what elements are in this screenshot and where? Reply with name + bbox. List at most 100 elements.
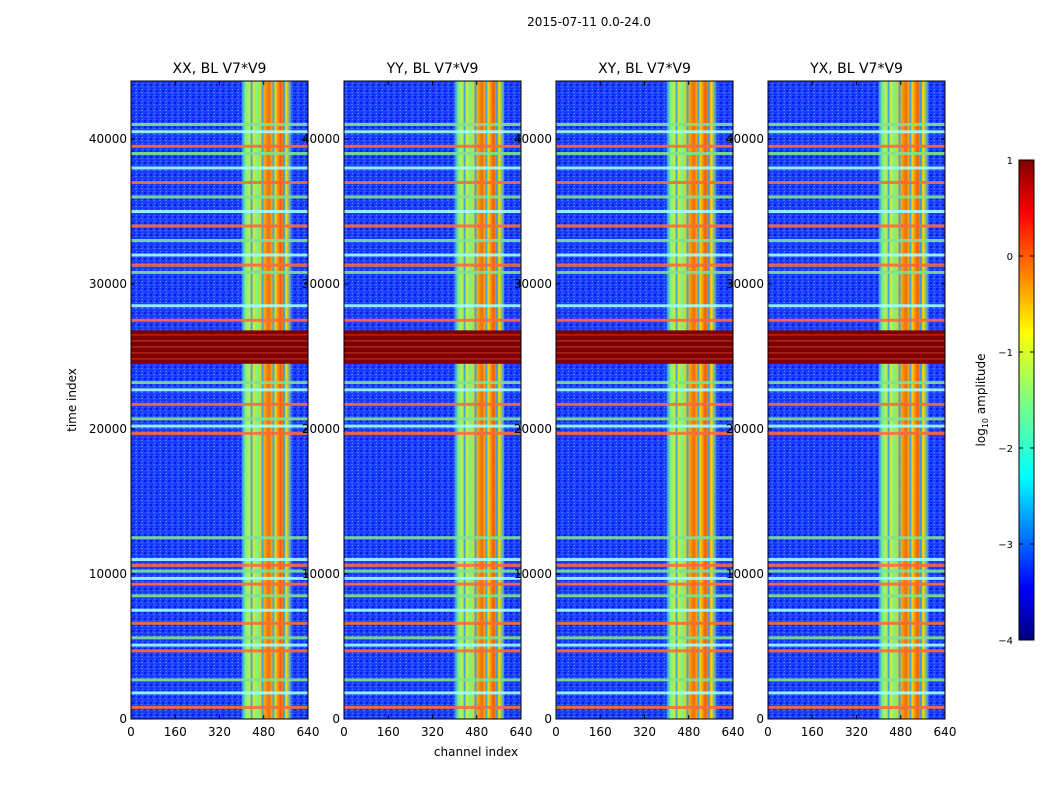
- saturated-line: [768, 334, 945, 336]
- flag-row: [556, 144, 733, 148]
- flag-row: [768, 621, 945, 625]
- flag-row: [556, 536, 733, 540]
- saturated-line: [344, 352, 521, 354]
- colorbar-tick-label: 0: [1007, 252, 1013, 263]
- flag-row: [768, 636, 945, 640]
- flag-row: [768, 563, 945, 567]
- figure-suptitle: 2015-07-11 0.0-24.0: [527, 15, 651, 29]
- panel-title: XY, BL V7*V9: [598, 61, 691, 77]
- band-stripe: [887, 81, 890, 719]
- band-stripe: [919, 81, 922, 719]
- flag-row: [344, 705, 521, 709]
- flag-row: [556, 678, 733, 682]
- panels-group: XX, BL V7*V9 0 160 320 480 640 0 10000 20000 3000…: [89, 61, 957, 739]
- flag-row: [768, 402, 945, 406]
- flag-row: [768, 431, 945, 435]
- flag-row: [556, 381, 733, 385]
- band-stripe: [495, 81, 498, 719]
- flag-row: [556, 569, 733, 573]
- band-stripe: [272, 81, 275, 719]
- saturated-line: [131, 358, 308, 360]
- y-tick-label: 10000: [514, 567, 552, 581]
- saturated-line: [131, 346, 308, 348]
- flag-row: [131, 536, 308, 540]
- flag-row: [344, 270, 521, 274]
- y-tick-label: 20000: [302, 422, 340, 436]
- flag-row: [768, 152, 945, 155]
- flag-row: [344, 318, 521, 322]
- x-tick-label: 0: [127, 725, 135, 739]
- band-stripe: [261, 81, 264, 719]
- saturated-line: [131, 334, 308, 336]
- flag-row: [131, 304, 308, 308]
- band-stripe: [250, 81, 253, 719]
- y-tick-label: 40000: [302, 132, 340, 146]
- flag-row: [768, 263, 945, 267]
- x-tick-label: 160: [377, 725, 400, 739]
- colorbar: 10−1−2−3−4 log10 amplitude: [974, 156, 1035, 647]
- flag-row: [768, 594, 945, 598]
- flag-row: [131, 643, 308, 647]
- flag-row: [344, 181, 521, 184]
- flag-row: [768, 270, 945, 274]
- flag-row: [556, 166, 733, 170]
- flag-row: [131, 608, 308, 612]
- colorbar-tick-label: −4: [998, 636, 1013, 647]
- y-tick-label: 0: [119, 712, 127, 726]
- x-tick-label: 320: [421, 725, 444, 739]
- flag-row: [556, 318, 733, 322]
- colorbar-tick-label: −1: [998, 348, 1013, 359]
- panel-title: XX, BL V7*V9: [173, 61, 267, 77]
- band-stripe: [282, 81, 285, 719]
- panel-title: YX, BL V7*V9: [809, 61, 903, 77]
- flag-row: [556, 253, 733, 257]
- flag-row: [768, 608, 945, 612]
- x-tick-label: 640: [934, 725, 957, 739]
- panel-yy: YY, BL V7*V9 0 160 320 480 640 0 10000 20000 3000…: [302, 61, 533, 739]
- flag-row: [768, 643, 945, 647]
- saturated-line: [556, 358, 733, 360]
- x-axis-label: channel index: [434, 745, 518, 759]
- flag-row: [344, 144, 521, 148]
- flag-row: [556, 608, 733, 612]
- flag-row: [556, 195, 733, 199]
- flag-row: [556, 402, 733, 406]
- flag-row: [768, 558, 945, 561]
- flag-row: [344, 253, 521, 257]
- flag-row: [344, 621, 521, 625]
- flag-row: [131, 569, 308, 573]
- colorbar-tick-label: −3: [998, 540, 1013, 551]
- flag-row: [344, 239, 521, 242]
- flag-row: [131, 621, 308, 625]
- y-tick-label: 40000: [514, 132, 552, 146]
- x-tick-label: 640: [297, 725, 320, 739]
- flag-row: [131, 636, 308, 640]
- flag-row: [131, 678, 308, 682]
- flag-row: [768, 130, 945, 134]
- flag-row: [131, 576, 308, 580]
- flag-row: [768, 649, 945, 653]
- saturated-line: [768, 358, 945, 360]
- flag-row: [768, 253, 945, 257]
- y-tick-label: 30000: [514, 277, 552, 291]
- flag-row: [768, 388, 945, 392]
- flag-row: [344, 195, 521, 199]
- flag-row: [344, 536, 521, 540]
- flag-row: [556, 705, 733, 709]
- x-tick-label: 320: [208, 725, 231, 739]
- x-tick-label: 480: [252, 725, 275, 739]
- y-tick-label: 0: [544, 712, 552, 726]
- band-stripe: [707, 81, 710, 719]
- flag-row: [768, 424, 945, 428]
- saturated-line: [344, 358, 521, 360]
- y-tick-label: 40000: [726, 132, 764, 146]
- flag-row: [768, 318, 945, 322]
- flag-row: [131, 582, 308, 586]
- flag-row: [344, 381, 521, 385]
- flag-row: [131, 195, 308, 199]
- flag-row: [556, 558, 733, 561]
- flag-row: [556, 210, 733, 213]
- flag-row: [556, 636, 733, 640]
- flag-row: [768, 181, 945, 184]
